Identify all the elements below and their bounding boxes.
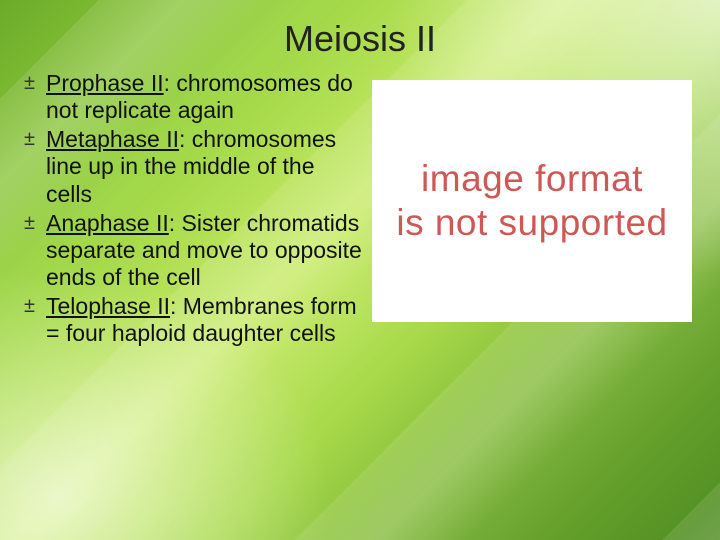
bullet-item: ± Telophase II: Membranes form = four ha… <box>24 293 364 347</box>
bullet-item: ± Prophase II: chromosomes do not replic… <box>24 70 364 124</box>
bullet-marker-icon: ± <box>24 126 46 152</box>
image-placeholder: image format is not supported <box>372 80 692 322</box>
bullet-heading: Anaphase II <box>46 210 169 236</box>
bullet-marker-icon: ± <box>24 293 46 319</box>
bullet-text: Telophase II: Membranes form = four hapl… <box>46 293 364 347</box>
bullet-marker-icon: ± <box>24 210 46 236</box>
slide-title: Meiosis II <box>24 18 696 60</box>
slide: Meiosis II ± Prophase II: chromosomes do… <box>0 0 720 540</box>
bullet-item: ± Metaphase II: chromosomes line up in t… <box>24 126 364 207</box>
content-row: ± Prophase II: chromosomes do not replic… <box>24 70 696 349</box>
bullet-text: Anaphase II: Sister chromatids separate … <box>46 210 364 291</box>
bullet-item: ± Anaphase II: Sister chromatids separat… <box>24 210 364 291</box>
bullet-list: ± Prophase II: chromosomes do not replic… <box>24 70 364 349</box>
bullet-marker-icon: ± <box>24 70 46 96</box>
bullet-text: Metaphase II: chromosomes line up in the… <box>46 126 364 207</box>
placeholder-line: is not supported <box>396 201 667 245</box>
bullet-heading: Telophase II <box>46 293 170 319</box>
bullet-heading: Prophase II <box>46 70 164 96</box>
bullet-text: Prophase II: chromosomes do not replicat… <box>46 70 364 124</box>
placeholder-line: image format <box>421 157 643 201</box>
bullet-heading: Metaphase II <box>46 126 179 152</box>
